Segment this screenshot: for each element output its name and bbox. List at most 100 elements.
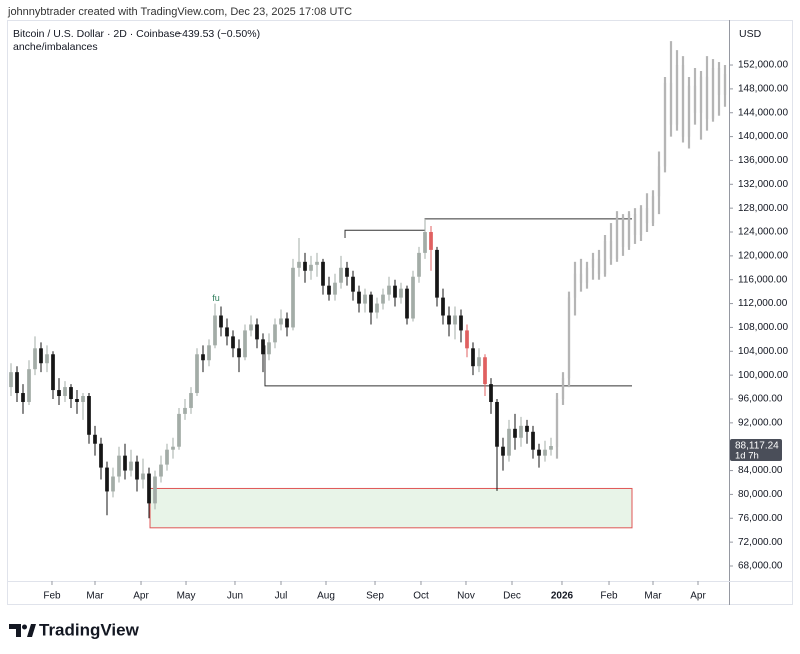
candle-body: [63, 387, 67, 397]
candle-body: [315, 261, 319, 265]
candle-body: [309, 264, 313, 271]
candle-body: [339, 267, 343, 283]
candle-body: [423, 232, 427, 253]
candle-body: [417, 252, 421, 277]
candle-body: [105, 467, 109, 492]
y-tick-label: 96,000.00: [738, 394, 783, 405]
x-tick-label: Mar: [644, 591, 662, 602]
projected-body: [615, 217, 619, 259]
candle-body: [519, 425, 523, 438]
candle-body: [195, 354, 199, 394]
candle-body: [159, 464, 163, 477]
candle-body: [459, 315, 463, 331]
logo: TradingView: [9, 620, 140, 639]
candle-body: [75, 398, 79, 402]
candle-body: [285, 318, 289, 328]
indicator-name: anche/imbalances: [13, 41, 98, 53]
y-tick-label: 144,000.00: [738, 107, 788, 118]
projected-body: [585, 267, 589, 283]
imbalance-zone: [149, 487, 633, 529]
projected-body: [723, 73, 727, 95]
candle-body: [381, 294, 385, 304]
candle-body: [453, 315, 457, 325]
logo-icon: [9, 624, 21, 637]
candle-body: [165, 449, 169, 465]
y-tick-label: 140,000.00: [738, 131, 788, 142]
candle-body: [237, 348, 241, 358]
x-tick-label: Mar: [86, 591, 104, 602]
projected-body: [579, 273, 583, 283]
candle-body: [363, 294, 367, 304]
projected-body: [657, 166, 661, 197]
last-price-box: [730, 439, 782, 462]
candle-body: [57, 390, 61, 397]
candle-body: [321, 261, 325, 286]
candle-body: [471, 348, 475, 367]
candle-body: [483, 357, 487, 385]
candle-body: [267, 342, 271, 355]
y-tick-label: 76,000.00: [738, 513, 783, 524]
y-tick-label: 136,000.00: [738, 155, 788, 166]
candle-body: [291, 267, 295, 328]
candle-body: [273, 324, 277, 343]
candle-body: [225, 327, 229, 337]
candle-body: [297, 261, 301, 268]
candle-body: [21, 393, 25, 402]
candle-body: [537, 449, 541, 456]
candle-body: [375, 303, 379, 313]
candle-body: [441, 297, 445, 316]
y-tick-label: 100,000.00: [738, 370, 788, 381]
candle-body: [177, 413, 181, 447]
candle-body: [33, 348, 37, 370]
candle-body: [255, 324, 259, 340]
level-line: [344, 229, 425, 238]
y-tick-label: 84,000.00: [738, 465, 783, 476]
candle-body: [231, 336, 235, 349]
candle-body: [447, 315, 451, 325]
projected-body: [609, 240, 613, 259]
y-tick-label: 116,000.00: [738, 274, 788, 285]
projected-body: [663, 82, 667, 167]
candle-body: [201, 354, 205, 361]
candle-body: [465, 330, 469, 349]
candle-body: [111, 476, 115, 492]
candle-body: [129, 461, 133, 471]
candle-body: [393, 285, 397, 298]
y-tick-label: 120,000.00: [738, 251, 788, 262]
projected-body: [555, 398, 559, 447]
chart-frame: [7, 20, 793, 605]
x-tick-label: Feb: [600, 591, 618, 602]
credit: johnnybtrader created with TradingView.c…: [7, 6, 352, 18]
candle-body: [507, 428, 511, 456]
candle-body: [243, 330, 247, 358]
y-tick-label: 124,000.00: [738, 227, 788, 238]
x-tick-label: 2026: [551, 591, 574, 602]
candle-body: [123, 455, 127, 471]
projected-body: [627, 214, 631, 247]
candle-body: [147, 473, 151, 504]
projected-body: [669, 82, 673, 125]
annotation: fu: [212, 293, 220, 303]
level-line: [264, 345, 632, 387]
candle-body: [45, 354, 49, 364]
candle-body: [99, 443, 103, 468]
projected-body: [621, 217, 625, 247]
candle-body: [213, 315, 217, 346]
projected-body: [567, 297, 571, 379]
candle-body: [411, 276, 415, 319]
candle-body: [513, 428, 517, 438]
y-tick-label: 152,000.00: [738, 60, 788, 71]
projected-body: [633, 214, 637, 235]
candle-body: [117, 455, 121, 477]
projected-body: [687, 85, 691, 137]
last-price-label: 88,117.24: [735, 441, 779, 452]
projected-body: [573, 273, 577, 298]
logo-icon: [22, 624, 27, 630]
projected-body: [591, 258, 595, 268]
y-tick-label: 112,000.00: [738, 298, 788, 309]
currency: USD: [739, 28, 762, 40]
candle-body: [261, 339, 265, 355]
candle-body: [303, 261, 307, 271]
projected-body: [651, 196, 655, 224]
y-tick-label: 104,000.00: [738, 346, 788, 357]
